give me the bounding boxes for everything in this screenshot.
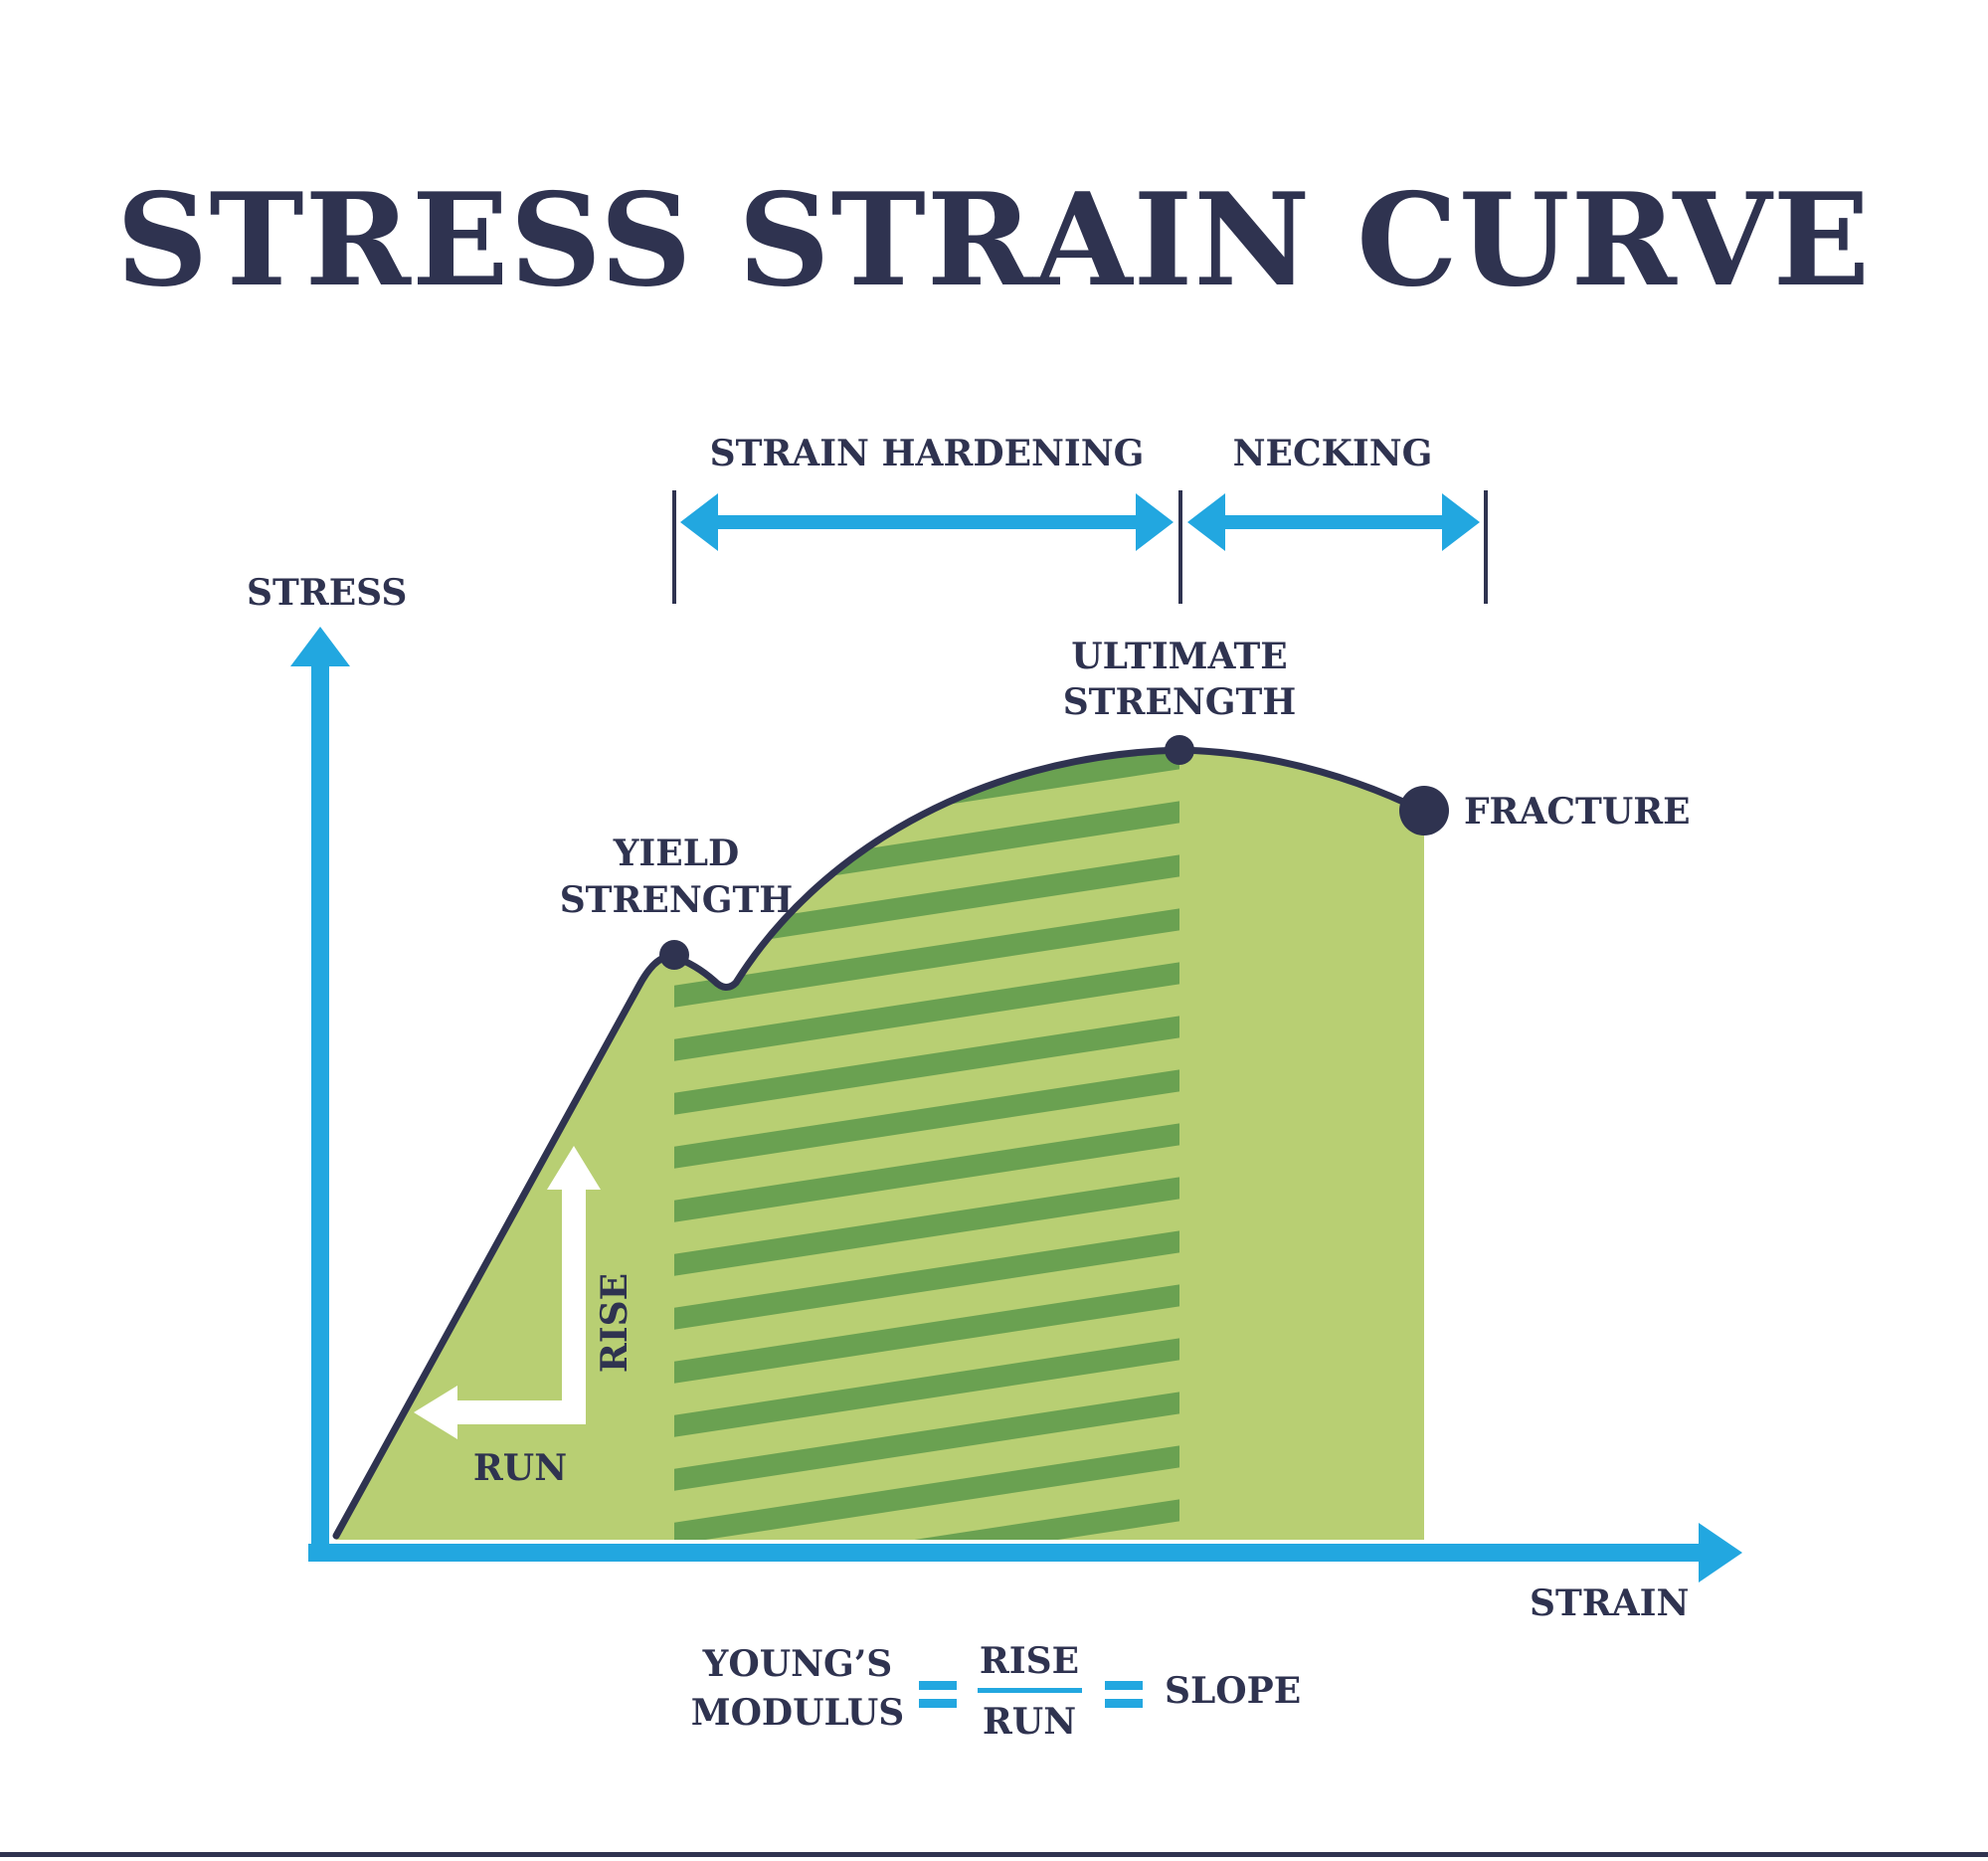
formula-lhs-line2: MODULUS: [691, 1692, 905, 1734]
equals-sign-1-bottom: [919, 1699, 957, 1708]
strain-hardening-arrowhead-left: [680, 493, 718, 551]
x-axis-arrowhead: [1699, 1523, 1742, 1582]
hardening-stripe: [674, 1015, 1179, 1116]
youngs-modulus-formula: YOUNG’S MODULUS RISE RUN SLOPE: [691, 1640, 1301, 1743]
hardening-stripe: [674, 1337, 1179, 1438]
fracture-point: [1399, 786, 1449, 836]
necking-arrowhead-left: [1187, 493, 1225, 551]
strain-hardening-stripes: [666, 531, 1188, 1653]
formula-rhs: SLOPE: [1165, 1670, 1301, 1712]
equals-sign-2-bottom: [1105, 1699, 1143, 1708]
rise-label: RISE: [594, 1273, 635, 1373]
hardening-stripe: [674, 1229, 1179, 1331]
strain-hardening-label: STRAIN HARDENING: [710, 433, 1145, 474]
yield-strength-label-line1: YIELD: [613, 833, 740, 874]
ultimate-strength-point: [1165, 735, 1194, 765]
region-brackets: [672, 490, 1488, 604]
run-arrowhead: [414, 1386, 457, 1439]
hardening-stripe: [674, 1122, 1179, 1223]
yield-strength-label-line2: STRENGTH: [560, 879, 794, 921]
hardening-stripe: [674, 1444, 1179, 1540]
rise-run-arrow-shaft: [448, 1179, 586, 1424]
area-under-curve: [336, 750, 1424, 1540]
formula-denominator: RUN: [983, 1701, 1076, 1743]
formula-lhs-line1: YOUNG’S: [702, 1643, 893, 1685]
hardening-stripe: [674, 853, 1179, 955]
y-axis-label: STRESS: [247, 572, 407, 614]
strain-hardening-arrowhead-right: [1136, 493, 1174, 551]
yield-strength-point: [659, 940, 689, 970]
necking-arrowhead-right: [1442, 493, 1480, 551]
hardening-stripe: [666, 531, 1188, 633]
y-axis-arrowhead: [290, 627, 350, 666]
x-axis-label: STRAIN: [1530, 1582, 1689, 1624]
bottom-border: [0, 1852, 1988, 1857]
hardening-stripe: [674, 907, 1179, 1009]
hardening-stripe: [674, 1176, 1179, 1277]
fracture-label: FRACTURE: [1464, 791, 1691, 833]
formula-numerator: RISE: [980, 1640, 1079, 1682]
hardening-stripe: [674, 1068, 1179, 1170]
hardening-stripe: [666, 1552, 1188, 1653]
equals-sign-1-top: [919, 1681, 957, 1690]
hardening-stripe: [674, 1391, 1179, 1492]
equals-sign-2-top: [1105, 1681, 1143, 1690]
necking-label: NECKING: [1233, 433, 1433, 474]
slope-indicator: [414, 1146, 601, 1439]
hardening-stripe: [674, 1283, 1179, 1385]
run-label: RUN: [473, 1447, 567, 1489]
ultimate-strength-label-line1: ULTIMATE: [1071, 636, 1287, 677]
ultimate-strength-label-line2: STRENGTH: [1063, 681, 1297, 723]
rise-arrowhead: [547, 1146, 601, 1190]
hardening-stripe: [674, 1498, 1179, 1540]
page-title: STRESS STRAIN CURVE: [116, 166, 1871, 315]
hardening-stripe: [674, 961, 1179, 1062]
fraction-bar: [978, 1688, 1082, 1693]
